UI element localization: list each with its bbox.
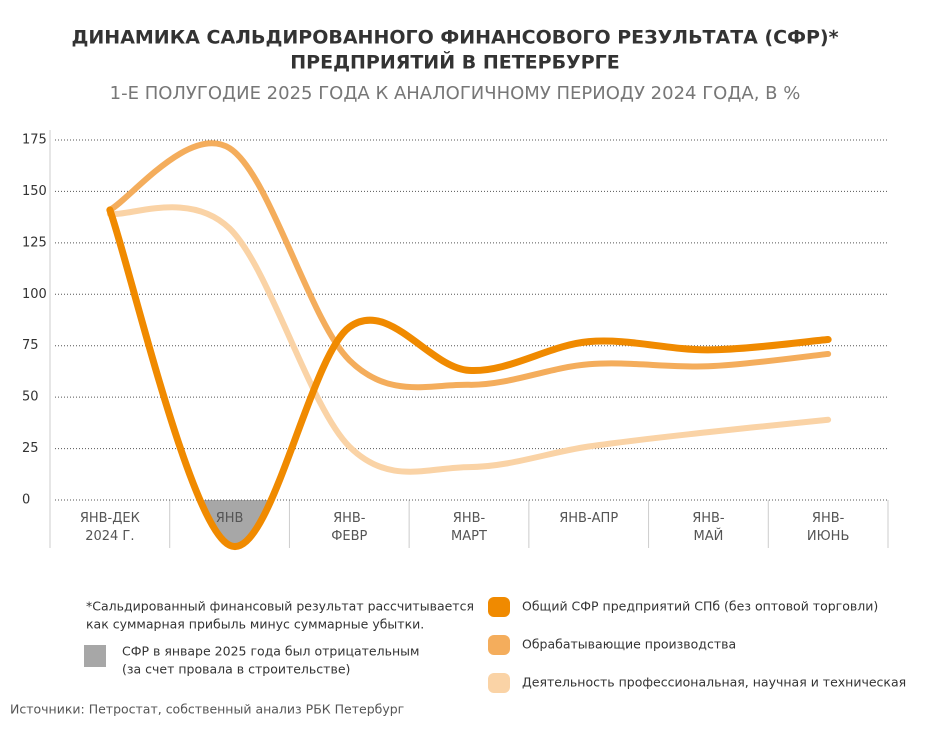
x-tick-label: ЯНВ-ФЕВР	[331, 511, 368, 544]
note: как суммарная прибыль минус суммарные уб…	[86, 617, 424, 632]
x-tick-label: ЯНВ-ДЕК 2024 Г.	[79, 511, 140, 544]
series-line	[106, 140, 832, 391]
y-tick-label: 50	[22, 390, 39, 405]
note: (за счет провала в строительстве)	[122, 662, 350, 677]
x-tick-label-box: ЯНВ-АПР	[559, 511, 619, 526]
chart-title: ДИНАМИКА САЛЬДИРОВАННОГО ФИНАНСОВОГО РЕЗ…	[71, 27, 838, 49]
y-tick-label: 175	[22, 133, 47, 148]
negative-area	[170, 500, 290, 547]
x-tick-label-box: ЯНВ-ИЮНЬ	[806, 511, 850, 544]
series-line	[106, 206, 832, 550]
x-tick-label-box: ЯНВ-МАРТ	[451, 511, 487, 544]
legend-swatch	[488, 673, 510, 693]
y-tick-label: 0	[22, 493, 30, 508]
negative-swatch	[84, 645, 106, 667]
y-tick-label: 125	[22, 235, 47, 250]
source: Источники: Петростат, собственный анализ…	[10, 702, 404, 717]
chart-subtitle: 1-Е ПОЛУГОДИЕ 2025 ГОДА К АНАЛОГИЧНОМУ П…	[110, 83, 801, 104]
x-tick-label-box: ЯНВ-ДЕК 2024 Г.	[79, 511, 140, 544]
x-tick-label-box: ЯНВ-ФЕВР	[331, 511, 368, 544]
background	[49, 130, 889, 548]
legend-swatch	[488, 597, 510, 617]
note: СФР в январе 2025 года был отрицательным	[122, 644, 419, 659]
series-line	[106, 204, 832, 475]
x-tick-label: ЯНВ-МАРТ	[451, 511, 487, 544]
x-tick-label-box: ЯНВ	[215, 511, 244, 526]
x-tick-label: ЯНВ-ИЮНЬ	[806, 511, 850, 544]
y-tick-label: 150	[22, 184, 47, 199]
y-tick-label: 25	[22, 441, 39, 456]
x-tick-label: ЯНВ-МАЙ	[692, 511, 725, 544]
y-tick-label: 100	[22, 287, 47, 302]
x-tick-label: ЯНВ	[215, 511, 244, 526]
legend-label: Деятельность профессиональная, научная и…	[522, 675, 906, 690]
legend-label: Общий СФР предприятий СПб (без оптовой т…	[522, 599, 878, 614]
chart-title: ПРЕДПРИЯТИЙ В ПЕТЕРБУРГЕ	[290, 51, 619, 74]
y-tick-label: 75	[22, 338, 39, 353]
note: *Сальдированный финансовый результат рас…	[86, 599, 474, 614]
legend-swatch	[488, 635, 510, 655]
x-tick-label-box: ЯНВ-МАЙ	[692, 511, 725, 544]
x-tick-label: ЯНВ-АПР	[559, 511, 619, 526]
legend-label: Обрабатывающие производства	[522, 637, 736, 652]
